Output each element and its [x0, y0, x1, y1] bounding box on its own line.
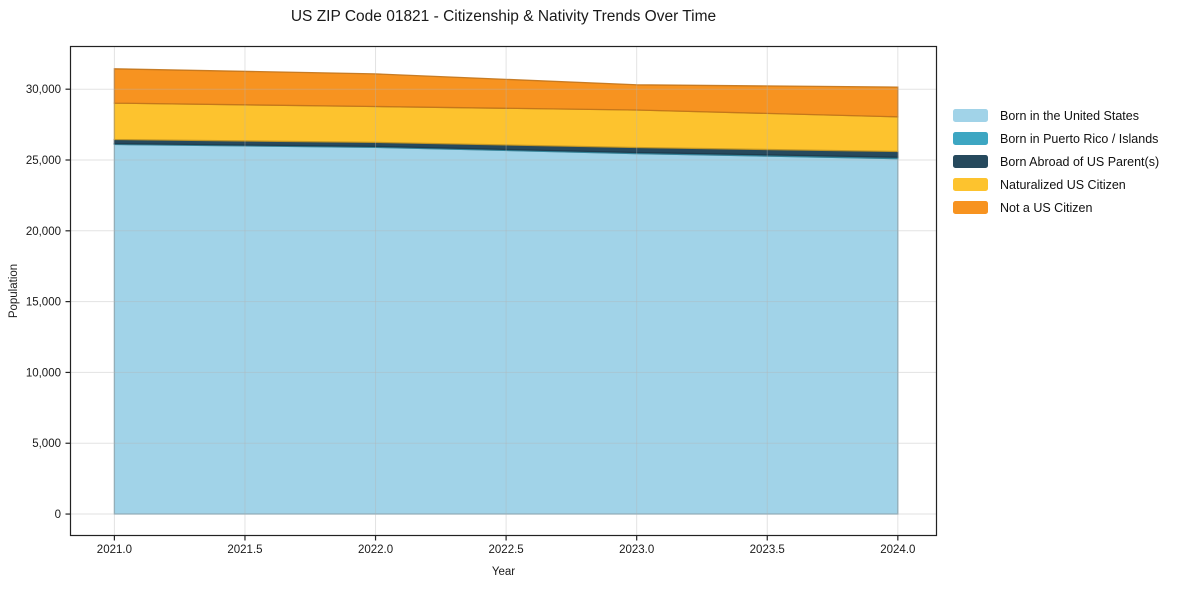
y-tick-label: 15,000	[26, 297, 61, 309]
x-axis-title: Year	[491, 566, 516, 578]
y-tick-label: 5,000	[32, 438, 61, 450]
legend-item-naturalized-us-citizen: Naturalized US Citizen	[953, 173, 1159, 196]
legend-label: Naturalized US Citizen	[1000, 177, 1126, 192]
x-tick-label: 2021.5	[227, 544, 262, 556]
x-tick-label: 2023.0	[619, 544, 654, 556]
x-tick-label: 2022.5	[489, 544, 524, 556]
legend-label: Not a US Citizen	[1000, 200, 1093, 215]
y-tick-label: 25,000	[26, 155, 61, 167]
legend-swatch	[953, 201, 988, 214]
y-tick-label: 20,000	[26, 226, 61, 238]
legend-item-born-abroad-of-us-parent-s: Born Abroad of US Parent(s)	[953, 150, 1159, 173]
legend-item-born-in-puerto-rico-islands: Born in Puerto Rico / Islands	[953, 127, 1159, 150]
legend-swatch	[953, 178, 988, 191]
plot-border	[69, 45, 938, 537]
legend-swatch	[953, 109, 988, 122]
y-tick-label: 10,000	[26, 367, 61, 379]
chart-title: US ZIP Code 01821 - Citizenship & Nativi…	[290, 8, 717, 25]
legend-label: Born in Puerto Rico / Islands	[1000, 131, 1159, 146]
x-tick-label: 2021.0	[97, 544, 132, 556]
legend-swatch	[953, 155, 988, 168]
x-tick-label: 2024.0	[880, 544, 915, 556]
y-tick-label: 0	[55, 509, 61, 521]
legend: Born in the United States Born in Puerto …	[953, 104, 1159, 219]
area-not-a-us-citizen	[113, 68, 899, 118]
legend-label: Born in the United States	[1000, 108, 1139, 123]
legend-swatch	[953, 132, 988, 145]
legend-item-born-in-the-united-states: Born in the United States	[953, 104, 1159, 127]
legend-item-not-a-us-citizen: Not a US Citizen	[953, 196, 1159, 219]
legend-label: Born Abroad of US Parent(s)	[1000, 154, 1160, 169]
x-tick-label: 2022.0	[358, 544, 393, 556]
y-tick-label: 30,000	[26, 84, 61, 96]
x-tick-label: 2023.5	[750, 544, 785, 556]
